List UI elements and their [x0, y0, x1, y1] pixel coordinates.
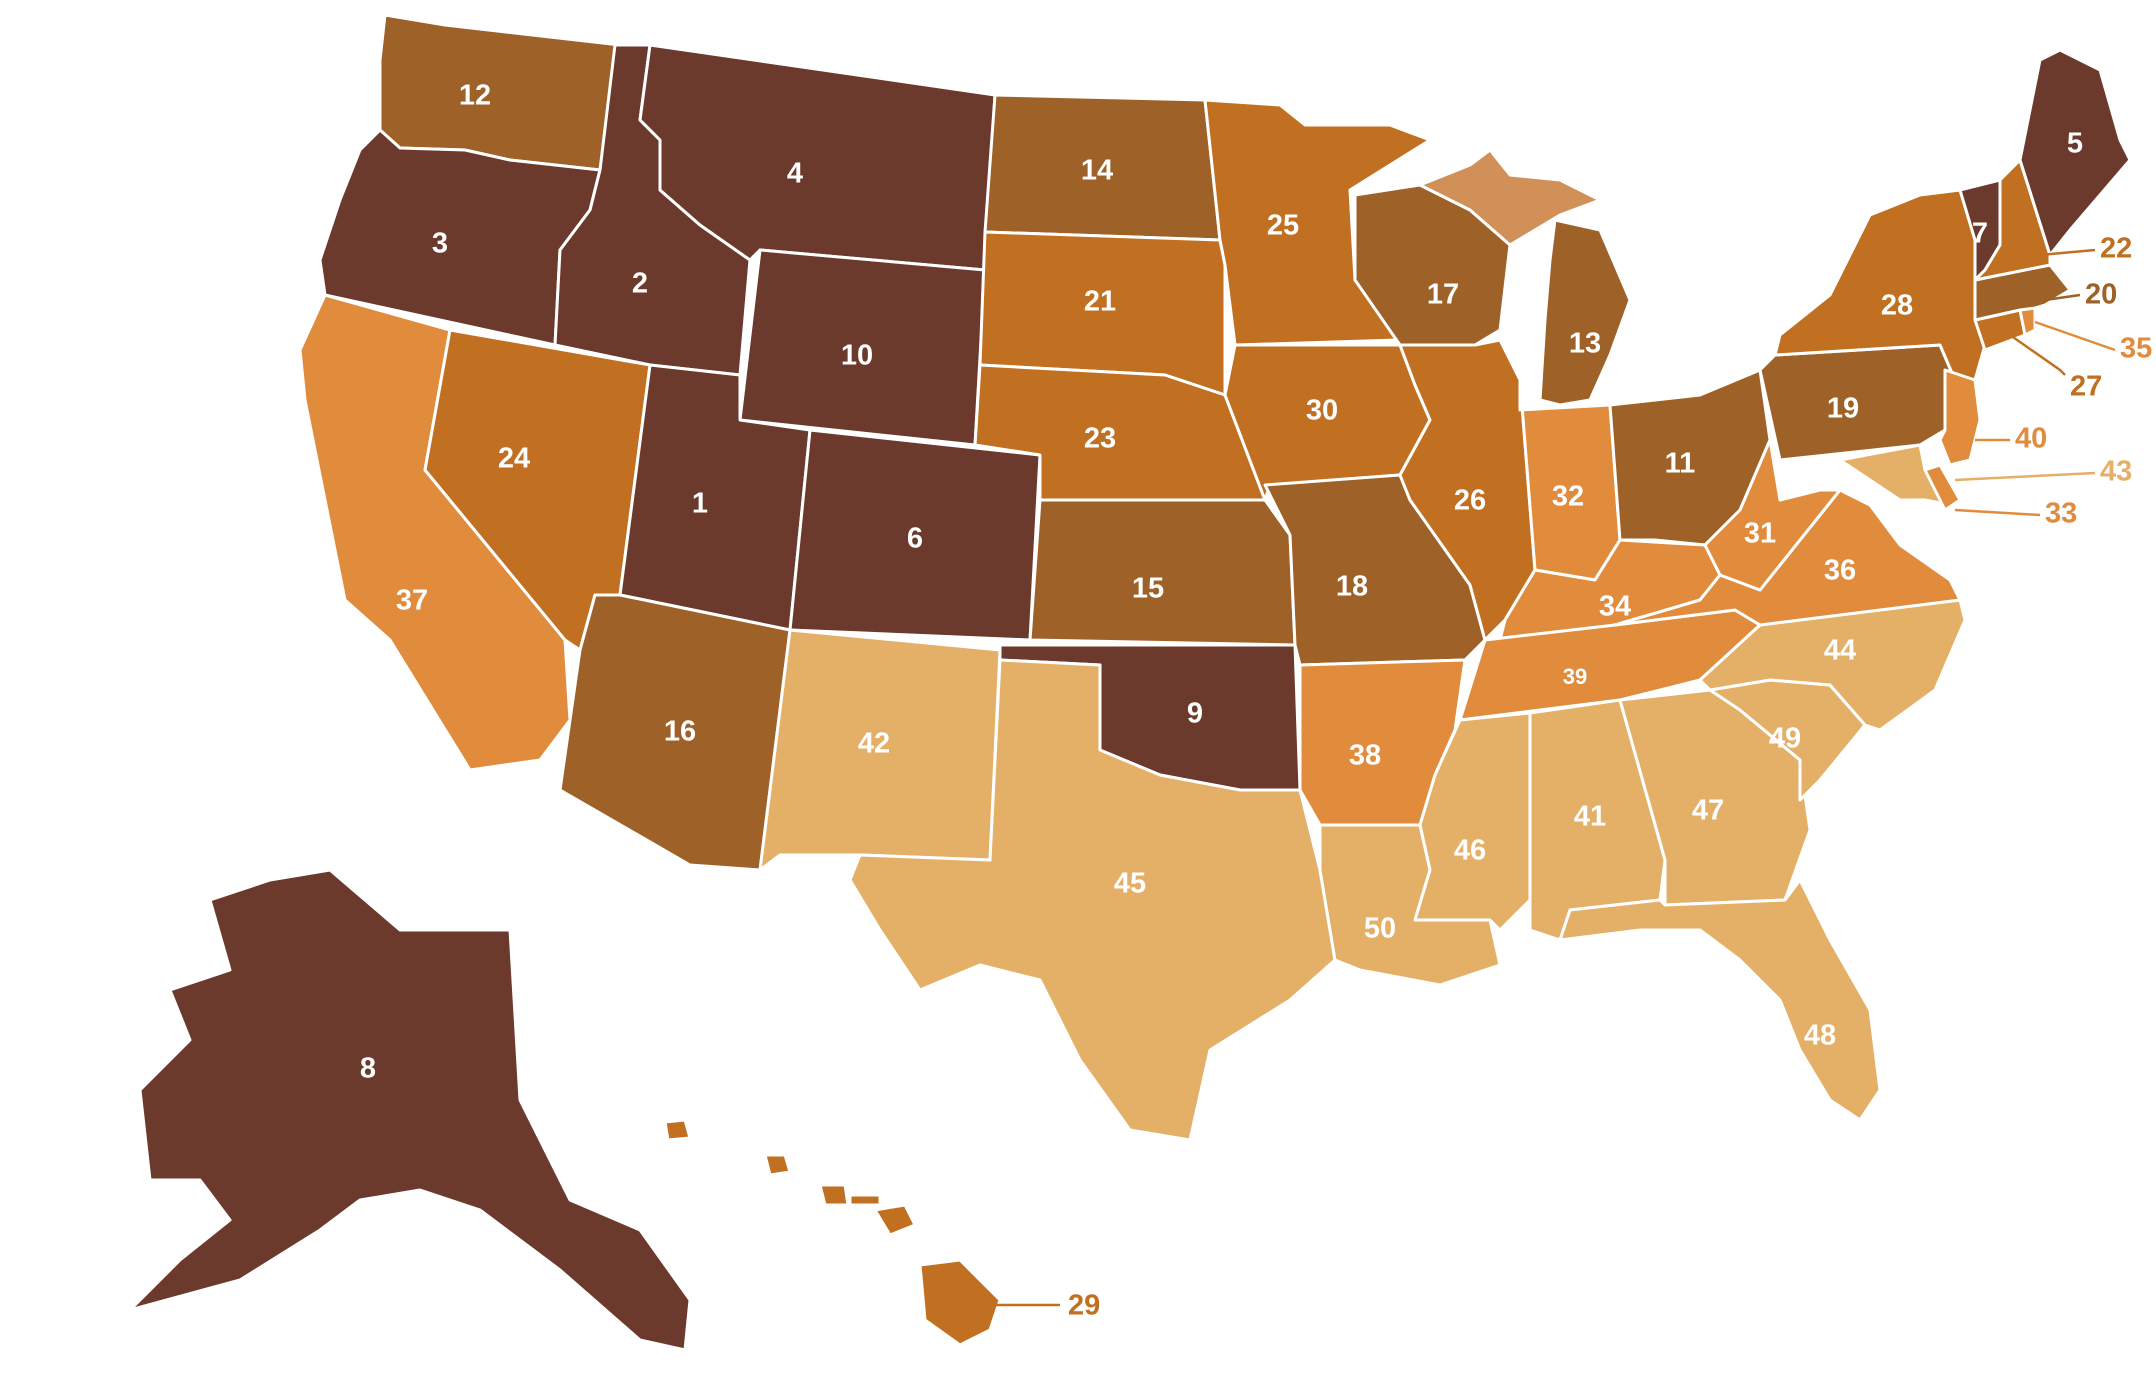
state-shapes [128, 13, 2132, 1352]
rank-label-ND: 14 [1081, 155, 1113, 187]
state-MI-upper[interactable] [1418, 148, 1602, 247]
rank-label-WY: 10 [841, 340, 873, 372]
rank-label-RI: 35 [2120, 333, 2152, 365]
rank-label-CT: 27 [2070, 371, 2102, 403]
leader-MA [2044, 293, 2081, 302]
state-FL[interactable] [1558, 878, 1882, 1122]
rank-label-MT: 4 [787, 158, 803, 190]
rank-label-ME: 5 [2067, 128, 2083, 160]
leader-NH [2039, 248, 2096, 257]
state-DE[interactable] [1923, 463, 1962, 512]
rank-label-IA: 30 [1306, 395, 1338, 427]
rank-label-VT: 7 [1972, 218, 1988, 250]
state-MI[interactable] [1538, 218, 1632, 407]
rank-label-GA: 47 [1692, 795, 1724, 827]
state-NJ[interactable] [1938, 368, 1982, 467]
state-rank-labels: 1 2 3 4 5 6 7 8 9 10 11 12 13 14 15 16 1… [360, 80, 2083, 1085]
rank-label-MO: 18 [1336, 571, 1368, 603]
rank-label-WV: 31 [1744, 518, 1776, 550]
rank-label-KY: 34 [1599, 591, 1631, 623]
state-HI-oahu[interactable] [818, 1183, 850, 1207]
rank-label-WA: 12 [459, 80, 491, 112]
rank-label-VA: 36 [1824, 555, 1856, 587]
leader-MD [1954, 471, 2096, 482]
rank-label-MS: 46 [1454, 835, 1486, 867]
leader-CT [2009, 333, 2066, 376]
rank-label-WI: 17 [1427, 279, 1459, 311]
leader-DE [1954, 508, 2041, 517]
state-ME[interactable] [2018, 48, 2132, 257]
rank-label-AR: 38 [1349, 740, 1381, 772]
callout-rank-labels: 22 20 35 27 40 43 33 29 [1068, 233, 2152, 1322]
state-MN[interactable] [1203, 98, 1432, 347]
state-MA[interactable] [1973, 263, 2072, 322]
rank-label-CO: 6 [907, 523, 923, 555]
state-WA[interactable] [378, 13, 622, 172]
rank-label-DE: 33 [2045, 498, 2077, 530]
state-HI-kauai[interactable] [763, 1153, 792, 1177]
rank-label-NJ: 40 [2015, 423, 2047, 455]
rank-label-PA: 19 [1827, 393, 1859, 425]
state-HI-maui[interactable] [873, 1203, 917, 1237]
rank-label-KS: 15 [1132, 573, 1164, 605]
state-HI-niihau[interactable] [663, 1118, 692, 1142]
state-AK[interactable] [128, 868, 692, 1352]
rank-label-MI: 13 [1569, 328, 1601, 360]
state-MD[interactable] [1838, 443, 1952, 507]
rank-label-MN: 25 [1267, 210, 1299, 242]
rank-label-AZ: 16 [664, 716, 696, 748]
state-HI-molokai[interactable] [848, 1193, 882, 1207]
rank-label-IN: 32 [1552, 481, 1584, 513]
rank-label-OK: 9 [1187, 698, 1203, 730]
state-TX[interactable] [848, 658, 1337, 1142]
rank-label-SD: 21 [1084, 286, 1116, 318]
rank-label-CA: 37 [396, 585, 428, 617]
rank-label-OR: 3 [432, 228, 448, 260]
rank-label-NY: 28 [1881, 290, 1913, 322]
rank-label-OH: 11 [1665, 448, 1696, 480]
rank-label-AK: 8 [360, 1053, 376, 1085]
rank-label-TX: 45 [1114, 868, 1146, 900]
rank-label-MA: 20 [2085, 279, 2117, 311]
rank-label-IL: 26 [1454, 485, 1486, 517]
rank-label-SC: 49 [1769, 723, 1801, 755]
rank-label-NV: 24 [498, 443, 530, 475]
rank-label-HI: 29 [1068, 1290, 1100, 1322]
rank-label-NM: 42 [858, 728, 890, 760]
rank-label-UT: 1 [692, 488, 708, 520]
state-HI-big[interactable] [918, 1258, 1002, 1347]
rank-label-ID: 2 [632, 268, 648, 300]
rank-label-LA: 50 [1364, 913, 1396, 945]
rank-label-NC: 44 [1824, 635, 1856, 667]
rank-label-AL: 41 [1574, 801, 1606, 833]
state-WV[interactable] [1703, 438, 1842, 592]
rank-label-NH: 22 [2100, 233, 2132, 265]
rank-label-MD: 43 [2100, 456, 2132, 488]
leader-lines [995, 248, 2116, 1307]
rank-label-NE: 23 [1084, 423, 1116, 455]
rank-label-TN: 39 [1563, 664, 1587, 689]
leader-RI [2034, 320, 2116, 352]
rank-label-FL: 48 [1804, 1020, 1836, 1052]
